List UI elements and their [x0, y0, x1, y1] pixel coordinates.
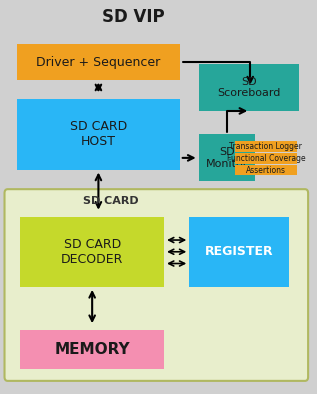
FancyBboxPatch shape [235, 165, 297, 175]
FancyBboxPatch shape [198, 64, 299, 111]
FancyBboxPatch shape [20, 217, 164, 287]
Text: SD CARD: SD CARD [83, 196, 139, 206]
Text: Transaction Logger: Transaction Logger [230, 142, 302, 151]
FancyBboxPatch shape [4, 189, 308, 381]
Text: Functional Coverage: Functional Coverage [227, 154, 305, 163]
Text: Assertions: Assertions [246, 165, 286, 175]
Text: SD
Scoreboard: SD Scoreboard [217, 77, 280, 98]
FancyBboxPatch shape [235, 153, 297, 164]
FancyBboxPatch shape [235, 141, 297, 152]
Text: SD VIP: SD VIP [101, 8, 164, 26]
Text: Driver + Sequencer: Driver + Sequencer [36, 56, 160, 69]
Text: SD CARD
HOST: SD CARD HOST [70, 121, 127, 149]
FancyBboxPatch shape [198, 134, 255, 181]
Text: MEMORY: MEMORY [54, 342, 130, 357]
Text: REGISTER: REGISTER [205, 245, 274, 258]
FancyBboxPatch shape [189, 217, 289, 287]
FancyBboxPatch shape [20, 330, 164, 369]
Text: SD CARD
DECODER: SD CARD DECODER [61, 238, 123, 266]
Text: SD
Monitor: SD Monitor [205, 147, 248, 169]
FancyBboxPatch shape [17, 45, 180, 80]
FancyBboxPatch shape [17, 99, 180, 169]
